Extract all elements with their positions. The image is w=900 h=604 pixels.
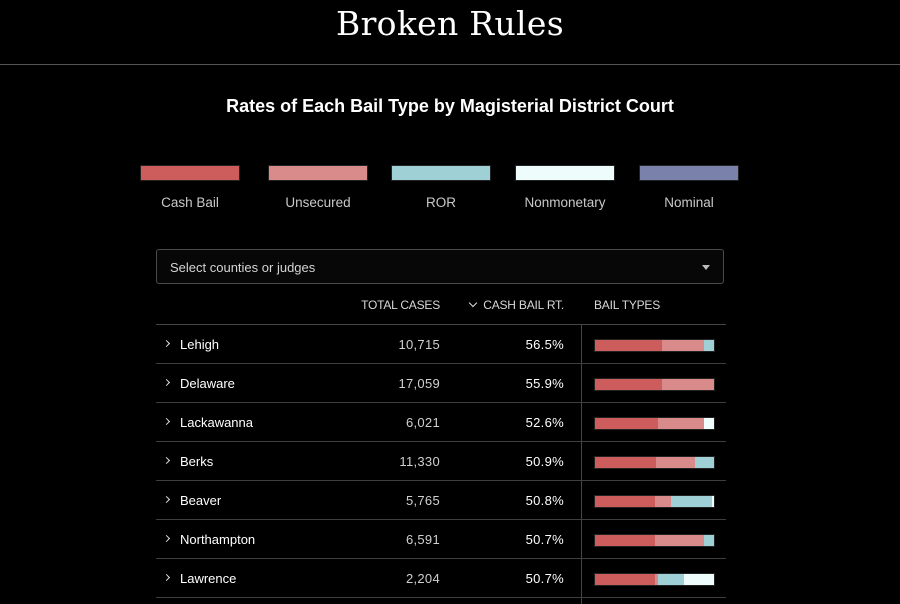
chevron-right-icon[interactable] xyxy=(162,417,171,426)
bail-types-bar xyxy=(594,456,715,469)
bar-segment-ror xyxy=(658,574,685,585)
bar-segment-cash xyxy=(595,418,658,429)
chevron-down-icon xyxy=(468,298,478,308)
bail-types-bar xyxy=(594,339,715,352)
bar-segment-ror xyxy=(671,496,712,507)
header-cash-bail-rate-label: CASH BAIL RT. xyxy=(483,298,564,312)
chevron-right-icon[interactable] xyxy=(162,534,171,543)
bar-segment-cash xyxy=(595,496,656,507)
chevron-right-icon[interactable] xyxy=(162,378,171,387)
chevron-right-icon[interactable] xyxy=(162,456,171,465)
legend-swatch-cash-bail xyxy=(140,165,240,181)
header-cash-bail-rate[interactable]: CASH BAIL RT. xyxy=(468,298,564,312)
cash-bail-rate-value: 50.7% xyxy=(525,571,564,586)
table-row[interactable]: Lawrence 2,204 50.7% xyxy=(156,559,726,598)
bar-segment-unsecured xyxy=(655,496,672,507)
bar-segment-cash xyxy=(595,574,656,585)
total-cases-value: 5,765 xyxy=(405,493,440,508)
total-cases-value: 6,591 xyxy=(405,532,440,547)
chevron-right-icon[interactable] xyxy=(162,495,171,504)
chart-title: Rates of Each Bail Type by Magisterial D… xyxy=(226,96,674,116)
bar-segment-unsecured xyxy=(655,535,705,546)
county-name: Lawrence xyxy=(180,571,237,586)
bar-segment-cash xyxy=(595,457,656,468)
table-row[interactable]: Delaware 17,059 55.9% xyxy=(156,364,726,403)
total-cases-value: 10,715 xyxy=(398,337,440,352)
cash-bail-rate-value: 50.7% xyxy=(525,532,564,547)
county-name: Lackawanna xyxy=(180,415,253,430)
bar-segment-ror xyxy=(704,535,714,546)
table-row[interactable]: Berks 11,330 50.9% xyxy=(156,442,726,481)
table-row[interactable]: Lackawanna 6,021 52.6% xyxy=(156,403,726,442)
bar-segment-nonmonetary xyxy=(684,574,714,585)
bail-table: TOTAL CASES CASH BAIL RT. BAIL TYPES Leh… xyxy=(156,290,726,604)
legend-item-ror: ROR xyxy=(379,164,503,210)
chevron-right-icon[interactable] xyxy=(162,573,171,582)
cash-bail-rate-value: 50.9% xyxy=(525,454,564,469)
table-row[interactable]: Lehigh 10,715 56.5% xyxy=(156,325,726,364)
county-judge-select[interactable]: Select counties or judges xyxy=(156,249,724,284)
bar-segment-nonmonetary xyxy=(704,418,714,429)
legend-item-nonmonetary: Nonmonetary xyxy=(503,164,627,210)
bar-segment-unsecured xyxy=(661,379,714,390)
bar-segment-nonmonetary xyxy=(711,496,714,507)
cash-bail-rate-value: 55.9% xyxy=(525,376,564,391)
legend: Cash Bail Unsecured ROR Nonmonetary Nomi… xyxy=(0,164,900,214)
legend-label-nonmonetary: Nonmonetary xyxy=(524,195,606,210)
header-total-cases[interactable]: TOTAL CASES xyxy=(361,298,440,312)
bail-types-bar xyxy=(594,417,715,430)
legend-item-cash-bail: Cash Bail xyxy=(128,164,252,210)
table-body: Lehigh 10,715 56.5% Delaware 17,059 55.9% Lack… xyxy=(156,325,726,598)
bar-segment-unsecured xyxy=(662,340,705,351)
cash-bail-rate-value: 56.5% xyxy=(525,337,564,352)
bar-segment-ror xyxy=(704,340,714,351)
table-header: TOTAL CASES CASH BAIL RT. BAIL TYPES xyxy=(156,290,726,325)
legend-swatch-nominal xyxy=(639,165,739,181)
caret-down-icon[interactable] xyxy=(702,265,710,270)
bar-segment-unsecured xyxy=(657,418,705,429)
county-name: Delaware xyxy=(180,376,235,391)
legend-label-cash-bail: Cash Bail xyxy=(161,195,219,210)
legend-swatch-nonmonetary xyxy=(515,165,615,181)
bail-types-bar xyxy=(594,378,715,391)
legend-label-nominal: Nominal xyxy=(664,195,714,210)
bar-segment-unsecured xyxy=(655,457,695,468)
cash-bail-rate-value: 50.8% xyxy=(525,493,564,508)
site-header: Broken Rules xyxy=(0,0,900,65)
county-name: Beaver xyxy=(180,493,222,508)
county-name: Lehigh xyxy=(180,337,220,352)
legend-swatch-ror xyxy=(391,165,491,181)
legend-label-unsecured: Unsecured xyxy=(285,195,351,210)
legend-swatch-unsecured xyxy=(268,165,368,181)
total-cases-value: 17,059 xyxy=(398,376,440,391)
bail-types-bar xyxy=(594,534,715,547)
bail-types-bar xyxy=(594,495,715,508)
table-row[interactable]: Northampton 6,591 50.7% xyxy=(156,520,726,559)
total-cases-value: 6,021 xyxy=(405,415,440,430)
total-cases-value: 2,204 xyxy=(405,571,440,586)
county-name: Northampton xyxy=(180,532,256,547)
bar-segment-cash xyxy=(595,340,663,351)
table-row[interactable]: Beaver 5,765 50.8% xyxy=(156,481,726,520)
chevron-right-icon[interactable] xyxy=(162,339,171,348)
bar-segment-ror xyxy=(694,457,714,468)
total-cases-value: 11,330 xyxy=(399,454,440,469)
bail-types-bar xyxy=(594,573,715,586)
bar-segment-cash xyxy=(595,535,656,546)
legend-label-ror: ROR xyxy=(426,195,456,210)
legend-item-unsecured: Unsecured xyxy=(256,164,380,210)
site-title[interactable]: Broken Rules xyxy=(336,4,564,43)
select-placeholder: Select counties or judges xyxy=(170,260,316,275)
column-divider xyxy=(581,324,582,604)
county-name: Berks xyxy=(180,454,214,469)
bar-segment-unsecured xyxy=(655,574,659,585)
bar-segment-cash xyxy=(595,379,662,390)
cash-bail-rate-value: 52.6% xyxy=(525,415,564,430)
header-bail-types: BAIL TYPES xyxy=(594,298,661,312)
legend-item-nominal: Nominal xyxy=(627,164,751,210)
